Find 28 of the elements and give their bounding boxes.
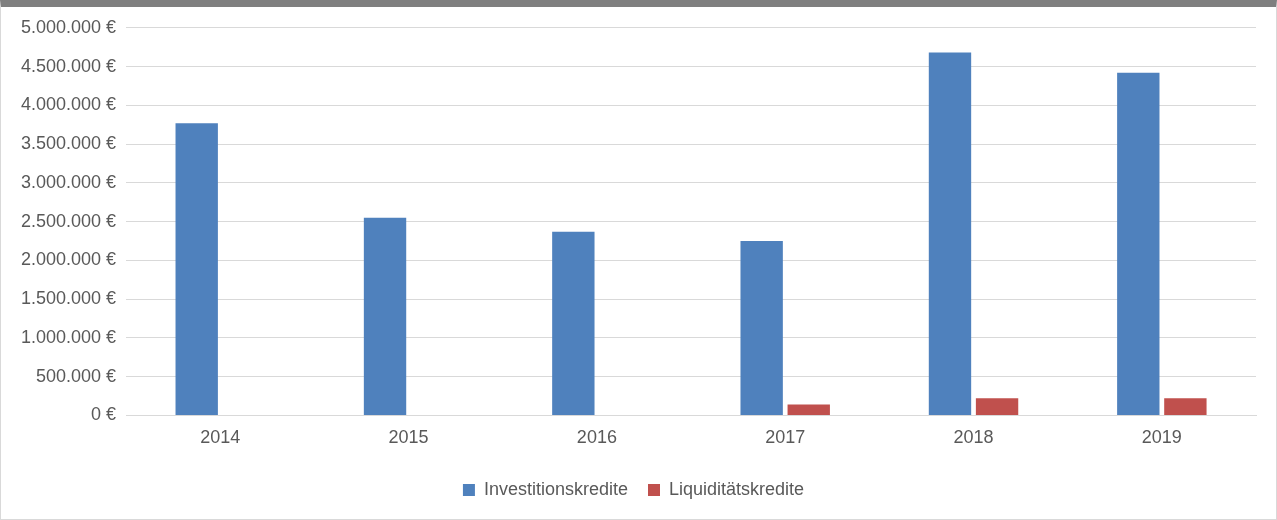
bar	[363, 217, 407, 415]
y-tick-label: 5.000.000 €	[21, 16, 117, 37]
x-tick-label: 2015	[388, 427, 429, 448]
y-tick-label: 1.500.000 €	[21, 288, 117, 309]
y-tick-label: 500.000 €	[36, 365, 117, 386]
bar	[1117, 72, 1160, 415]
x-tick-label: 2014	[200, 427, 241, 448]
y-tick-label: 3.000.000 €	[21, 171, 117, 192]
y-tick-label: 0 €	[91, 404, 117, 425]
legend-label: Liquiditätskredite	[669, 478, 805, 499]
y-tick-label: 2.500.000 €	[21, 210, 117, 231]
y-tick-label: 4.000.000 €	[21, 94, 117, 115]
y-tick-label: 4.500.000 €	[21, 55, 117, 76]
bar	[175, 123, 218, 415]
bar	[975, 398, 1019, 415]
x-tick-label: 2016	[576, 427, 617, 448]
y-tick-label: 3.500.000 €	[21, 133, 117, 154]
x-tick-label: 2019	[1141, 427, 1182, 448]
x-tick-label: 2018	[953, 427, 994, 448]
y-tick-label: 2.000.000 €	[21, 249, 117, 270]
x-tick-label: 2017	[765, 427, 806, 448]
legend-label: Investitionskredite	[483, 478, 628, 499]
bar	[928, 52, 972, 415]
bar	[787, 404, 830, 415]
bar	[740, 240, 783, 415]
bar	[552, 231, 595, 415]
y-tick-label: 1.000.000 €	[21, 326, 117, 347]
bar	[1164, 398, 1207, 415]
